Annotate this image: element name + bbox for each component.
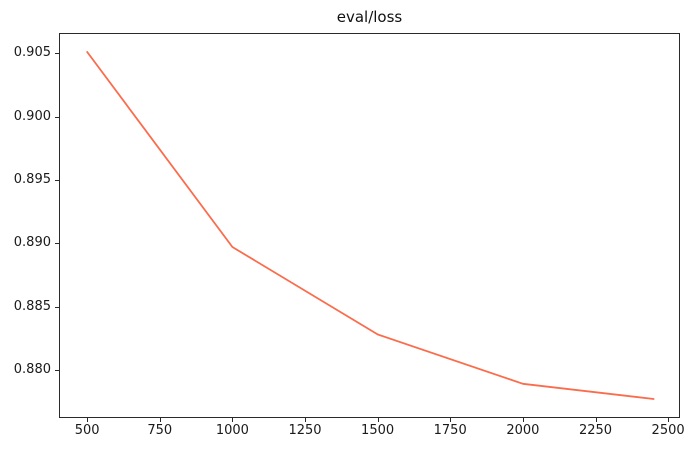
x-tick-mark: [87, 418, 89, 422]
y-tick-mark: [55, 306, 59, 308]
line-chart-svg: [86, 51, 655, 400]
y-tick-label: 0.905: [13, 45, 51, 61]
chart-title: eval/loss: [336, 8, 403, 26]
x-tick-mark: [595, 418, 597, 422]
x-tick-mark: [522, 418, 524, 422]
y-tick-mark: [55, 369, 59, 371]
x-tick-label: 2500: [651, 423, 685, 438]
y-tick-mark: [55, 179, 59, 181]
eval-loss-line-series: [86, 51, 655, 400]
x-tick-mark: [450, 418, 452, 422]
x-tick-mark: [377, 418, 379, 422]
y-tick-label: 0.885: [13, 298, 51, 314]
x-tick-label: 1500: [361, 423, 395, 438]
x-tick-mark: [668, 418, 670, 422]
y-tick-mark: [55, 53, 59, 55]
x-tick-mark: [159, 418, 161, 422]
x-tick-label: 1750: [433, 423, 467, 438]
y-tick-mark: [55, 243, 59, 245]
y-tick-label: 0.895: [13, 171, 51, 187]
y-tick-mark: [55, 116, 59, 118]
x-tick-label: 2000: [506, 423, 540, 438]
plot-area: [59, 33, 680, 418]
x-tick-mark: [232, 418, 234, 422]
x-tick-label: 1000: [215, 423, 249, 438]
x-tick-label: 2250: [578, 423, 613, 438]
y-tick-label: 0.900: [13, 108, 51, 124]
x-tick-label: 750: [147, 423, 173, 438]
y-tick-label: 0.880: [13, 361, 51, 377]
x-tick-mark: [305, 418, 306, 422]
x-tick-label: 1250: [288, 423, 322, 438]
y-tick-label: 0.890: [13, 235, 51, 251]
x-tick-label: 500: [74, 423, 100, 438]
